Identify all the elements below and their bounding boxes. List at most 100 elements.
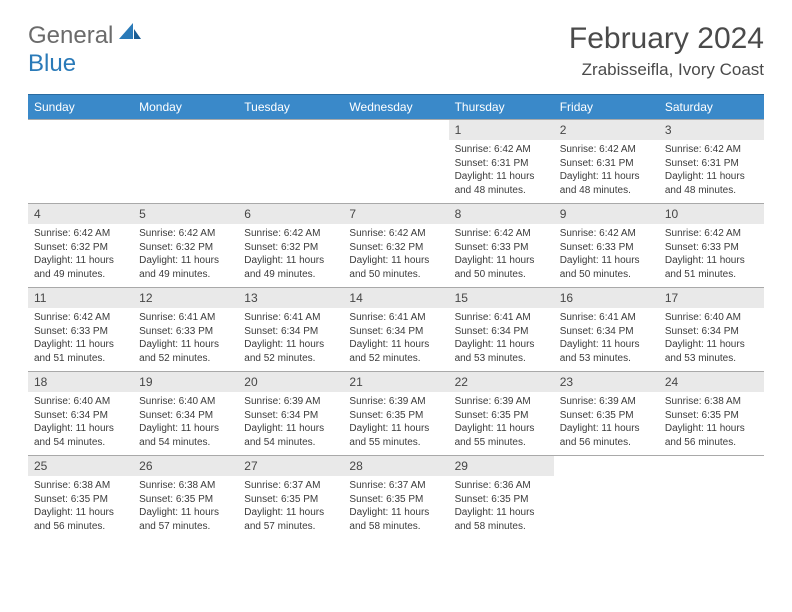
- detail-sunset: Sunset: 6:35 PM: [455, 493, 548, 507]
- detail-daylight2: and 57 minutes.: [244, 520, 337, 534]
- detail-daylight2: and 58 minutes.: [455, 520, 548, 534]
- day-detail-cell: Sunrise: 6:38 AMSunset: 6:35 PMDaylight:…: [28, 476, 133, 539]
- detail-daylight1: Daylight: 11 hours: [665, 338, 758, 352]
- detail-sunrise: Sunrise: 6:38 AM: [139, 479, 232, 493]
- detail-sunset: Sunset: 6:34 PM: [34, 409, 127, 423]
- location-text: Zrabisseifla, Ivory Coast: [569, 60, 764, 80]
- detail-sunrise: Sunrise: 6:42 AM: [139, 227, 232, 241]
- detail-daylight1: Daylight: 11 hours: [455, 506, 548, 520]
- day-number-cell: 28: [343, 456, 448, 477]
- detail-sunrise: Sunrise: 6:39 AM: [244, 395, 337, 409]
- detail-sunset: Sunset: 6:34 PM: [244, 325, 337, 339]
- day-detail-cell: Sunrise: 6:39 AMSunset: 6:34 PMDaylight:…: [238, 392, 343, 456]
- detail-sunrise: Sunrise: 6:38 AM: [34, 479, 127, 493]
- day-number-cell: 23: [554, 372, 659, 393]
- day-detail-cell: [659, 476, 764, 539]
- detail-daylight1: Daylight: 11 hours: [244, 338, 337, 352]
- detail-sunset: Sunset: 6:34 PM: [455, 325, 548, 339]
- detail-daylight1: Daylight: 11 hours: [139, 506, 232, 520]
- weekday-header: Wednesday: [343, 95, 448, 120]
- day-number-cell: 17: [659, 288, 764, 309]
- detail-daylight2: and 54 minutes.: [139, 436, 232, 450]
- day-number-cell: [659, 456, 764, 477]
- day-number-cell: 20: [238, 372, 343, 393]
- day-detail-cell: Sunrise: 6:37 AMSunset: 6:35 PMDaylight:…: [343, 476, 448, 539]
- day-number-cell: 12: [133, 288, 238, 309]
- detail-sunrise: Sunrise: 6:41 AM: [560, 311, 653, 325]
- detail-sunset: Sunset: 6:32 PM: [34, 241, 127, 255]
- detail-sunset: Sunset: 6:35 PM: [139, 493, 232, 507]
- detail-sunrise: Sunrise: 6:37 AM: [349, 479, 442, 493]
- detail-daylight1: Daylight: 11 hours: [34, 338, 127, 352]
- day-detail-cell: Sunrise: 6:39 AMSunset: 6:35 PMDaylight:…: [449, 392, 554, 456]
- detail-daylight1: Daylight: 11 hours: [139, 422, 232, 436]
- day-number-cell: [238, 120, 343, 141]
- day-detail-cell: Sunrise: 6:39 AMSunset: 6:35 PMDaylight:…: [554, 392, 659, 456]
- page-header: General February 2024 Zrabisseifla, Ivor…: [28, 22, 764, 80]
- logo: General: [28, 22, 141, 50]
- day-detail-cell: [133, 140, 238, 204]
- day-number-cell: 16: [554, 288, 659, 309]
- detail-sunrise: Sunrise: 6:41 AM: [244, 311, 337, 325]
- day-detail-cell: [28, 140, 133, 204]
- detail-sunrise: Sunrise: 6:42 AM: [560, 143, 653, 157]
- detail-daylight2: and 48 minutes.: [455, 184, 548, 198]
- weekday-header: Thursday: [449, 95, 554, 120]
- detail-sunrise: Sunrise: 6:42 AM: [665, 143, 758, 157]
- day-detail-cell: Sunrise: 6:41 AMSunset: 6:33 PMDaylight:…: [133, 308, 238, 372]
- day-number-cell: 15: [449, 288, 554, 309]
- day-number-cell: [554, 456, 659, 477]
- day-detail-cell: Sunrise: 6:39 AMSunset: 6:35 PMDaylight:…: [343, 392, 448, 456]
- detail-sunset: Sunset: 6:31 PM: [665, 157, 758, 171]
- detail-daylight2: and 49 minutes.: [34, 268, 127, 282]
- detail-daylight2: and 53 minutes.: [455, 352, 548, 366]
- detail-daylight2: and 54 minutes.: [34, 436, 127, 450]
- day-detail-cell: Sunrise: 6:38 AMSunset: 6:35 PMDaylight:…: [133, 476, 238, 539]
- detail-daylight2: and 48 minutes.: [665, 184, 758, 198]
- day-detail-row: Sunrise: 6:42 AMSunset: 6:32 PMDaylight:…: [28, 224, 764, 288]
- day-detail-row: Sunrise: 6:40 AMSunset: 6:34 PMDaylight:…: [28, 392, 764, 456]
- detail-sunrise: Sunrise: 6:42 AM: [455, 143, 548, 157]
- detail-sunrise: Sunrise: 6:40 AM: [665, 311, 758, 325]
- day-number-cell: 19: [133, 372, 238, 393]
- weekday-header-row: Sunday Monday Tuesday Wednesday Thursday…: [28, 95, 764, 120]
- detail-sunset: Sunset: 6:34 PM: [665, 325, 758, 339]
- detail-sunset: Sunset: 6:35 PM: [349, 493, 442, 507]
- day-detail-cell: Sunrise: 6:40 AMSunset: 6:34 PMDaylight:…: [659, 308, 764, 372]
- day-number-row: 2526272829: [28, 456, 764, 477]
- day-number-row: 11121314151617: [28, 288, 764, 309]
- detail-daylight2: and 49 minutes.: [244, 268, 337, 282]
- weekday-header: Saturday: [659, 95, 764, 120]
- detail-daylight1: Daylight: 11 hours: [665, 170, 758, 184]
- day-detail-cell: Sunrise: 6:42 AMSunset: 6:32 PMDaylight:…: [238, 224, 343, 288]
- detail-daylight2: and 52 minutes.: [139, 352, 232, 366]
- detail-sunset: Sunset: 6:31 PM: [560, 157, 653, 171]
- detail-daylight1: Daylight: 11 hours: [139, 254, 232, 268]
- day-detail-cell: Sunrise: 6:38 AMSunset: 6:35 PMDaylight:…: [659, 392, 764, 456]
- day-number-cell: [28, 120, 133, 141]
- detail-sunset: Sunset: 6:35 PM: [34, 493, 127, 507]
- day-detail-cell: Sunrise: 6:42 AMSunset: 6:32 PMDaylight:…: [133, 224, 238, 288]
- detail-daylight1: Daylight: 11 hours: [455, 338, 548, 352]
- detail-sunset: Sunset: 6:34 PM: [244, 409, 337, 423]
- calendar-body: 123Sunrise: 6:42 AMSunset: 6:31 PMDaylig…: [28, 120, 764, 540]
- detail-daylight1: Daylight: 11 hours: [34, 254, 127, 268]
- detail-daylight2: and 55 minutes.: [455, 436, 548, 450]
- day-number-cell: 18: [28, 372, 133, 393]
- detail-daylight2: and 51 minutes.: [34, 352, 127, 366]
- detail-sunrise: Sunrise: 6:42 AM: [34, 227, 127, 241]
- day-detail-cell: [554, 476, 659, 539]
- weekday-header: Monday: [133, 95, 238, 120]
- detail-sunset: Sunset: 6:34 PM: [139, 409, 232, 423]
- detail-sunset: Sunset: 6:34 PM: [349, 325, 442, 339]
- detail-daylight1: Daylight: 11 hours: [560, 422, 653, 436]
- calendar-table: Sunday Monday Tuesday Wednesday Thursday…: [28, 94, 764, 539]
- detail-sunrise: Sunrise: 6:39 AM: [455, 395, 548, 409]
- detail-daylight1: Daylight: 11 hours: [560, 170, 653, 184]
- detail-daylight1: Daylight: 11 hours: [455, 254, 548, 268]
- detail-daylight2: and 55 minutes.: [349, 436, 442, 450]
- detail-daylight2: and 51 minutes.: [665, 268, 758, 282]
- day-detail-cell: Sunrise: 6:42 AMSunset: 6:32 PMDaylight:…: [28, 224, 133, 288]
- day-detail-cell: Sunrise: 6:37 AMSunset: 6:35 PMDaylight:…: [238, 476, 343, 539]
- detail-sunrise: Sunrise: 6:41 AM: [139, 311, 232, 325]
